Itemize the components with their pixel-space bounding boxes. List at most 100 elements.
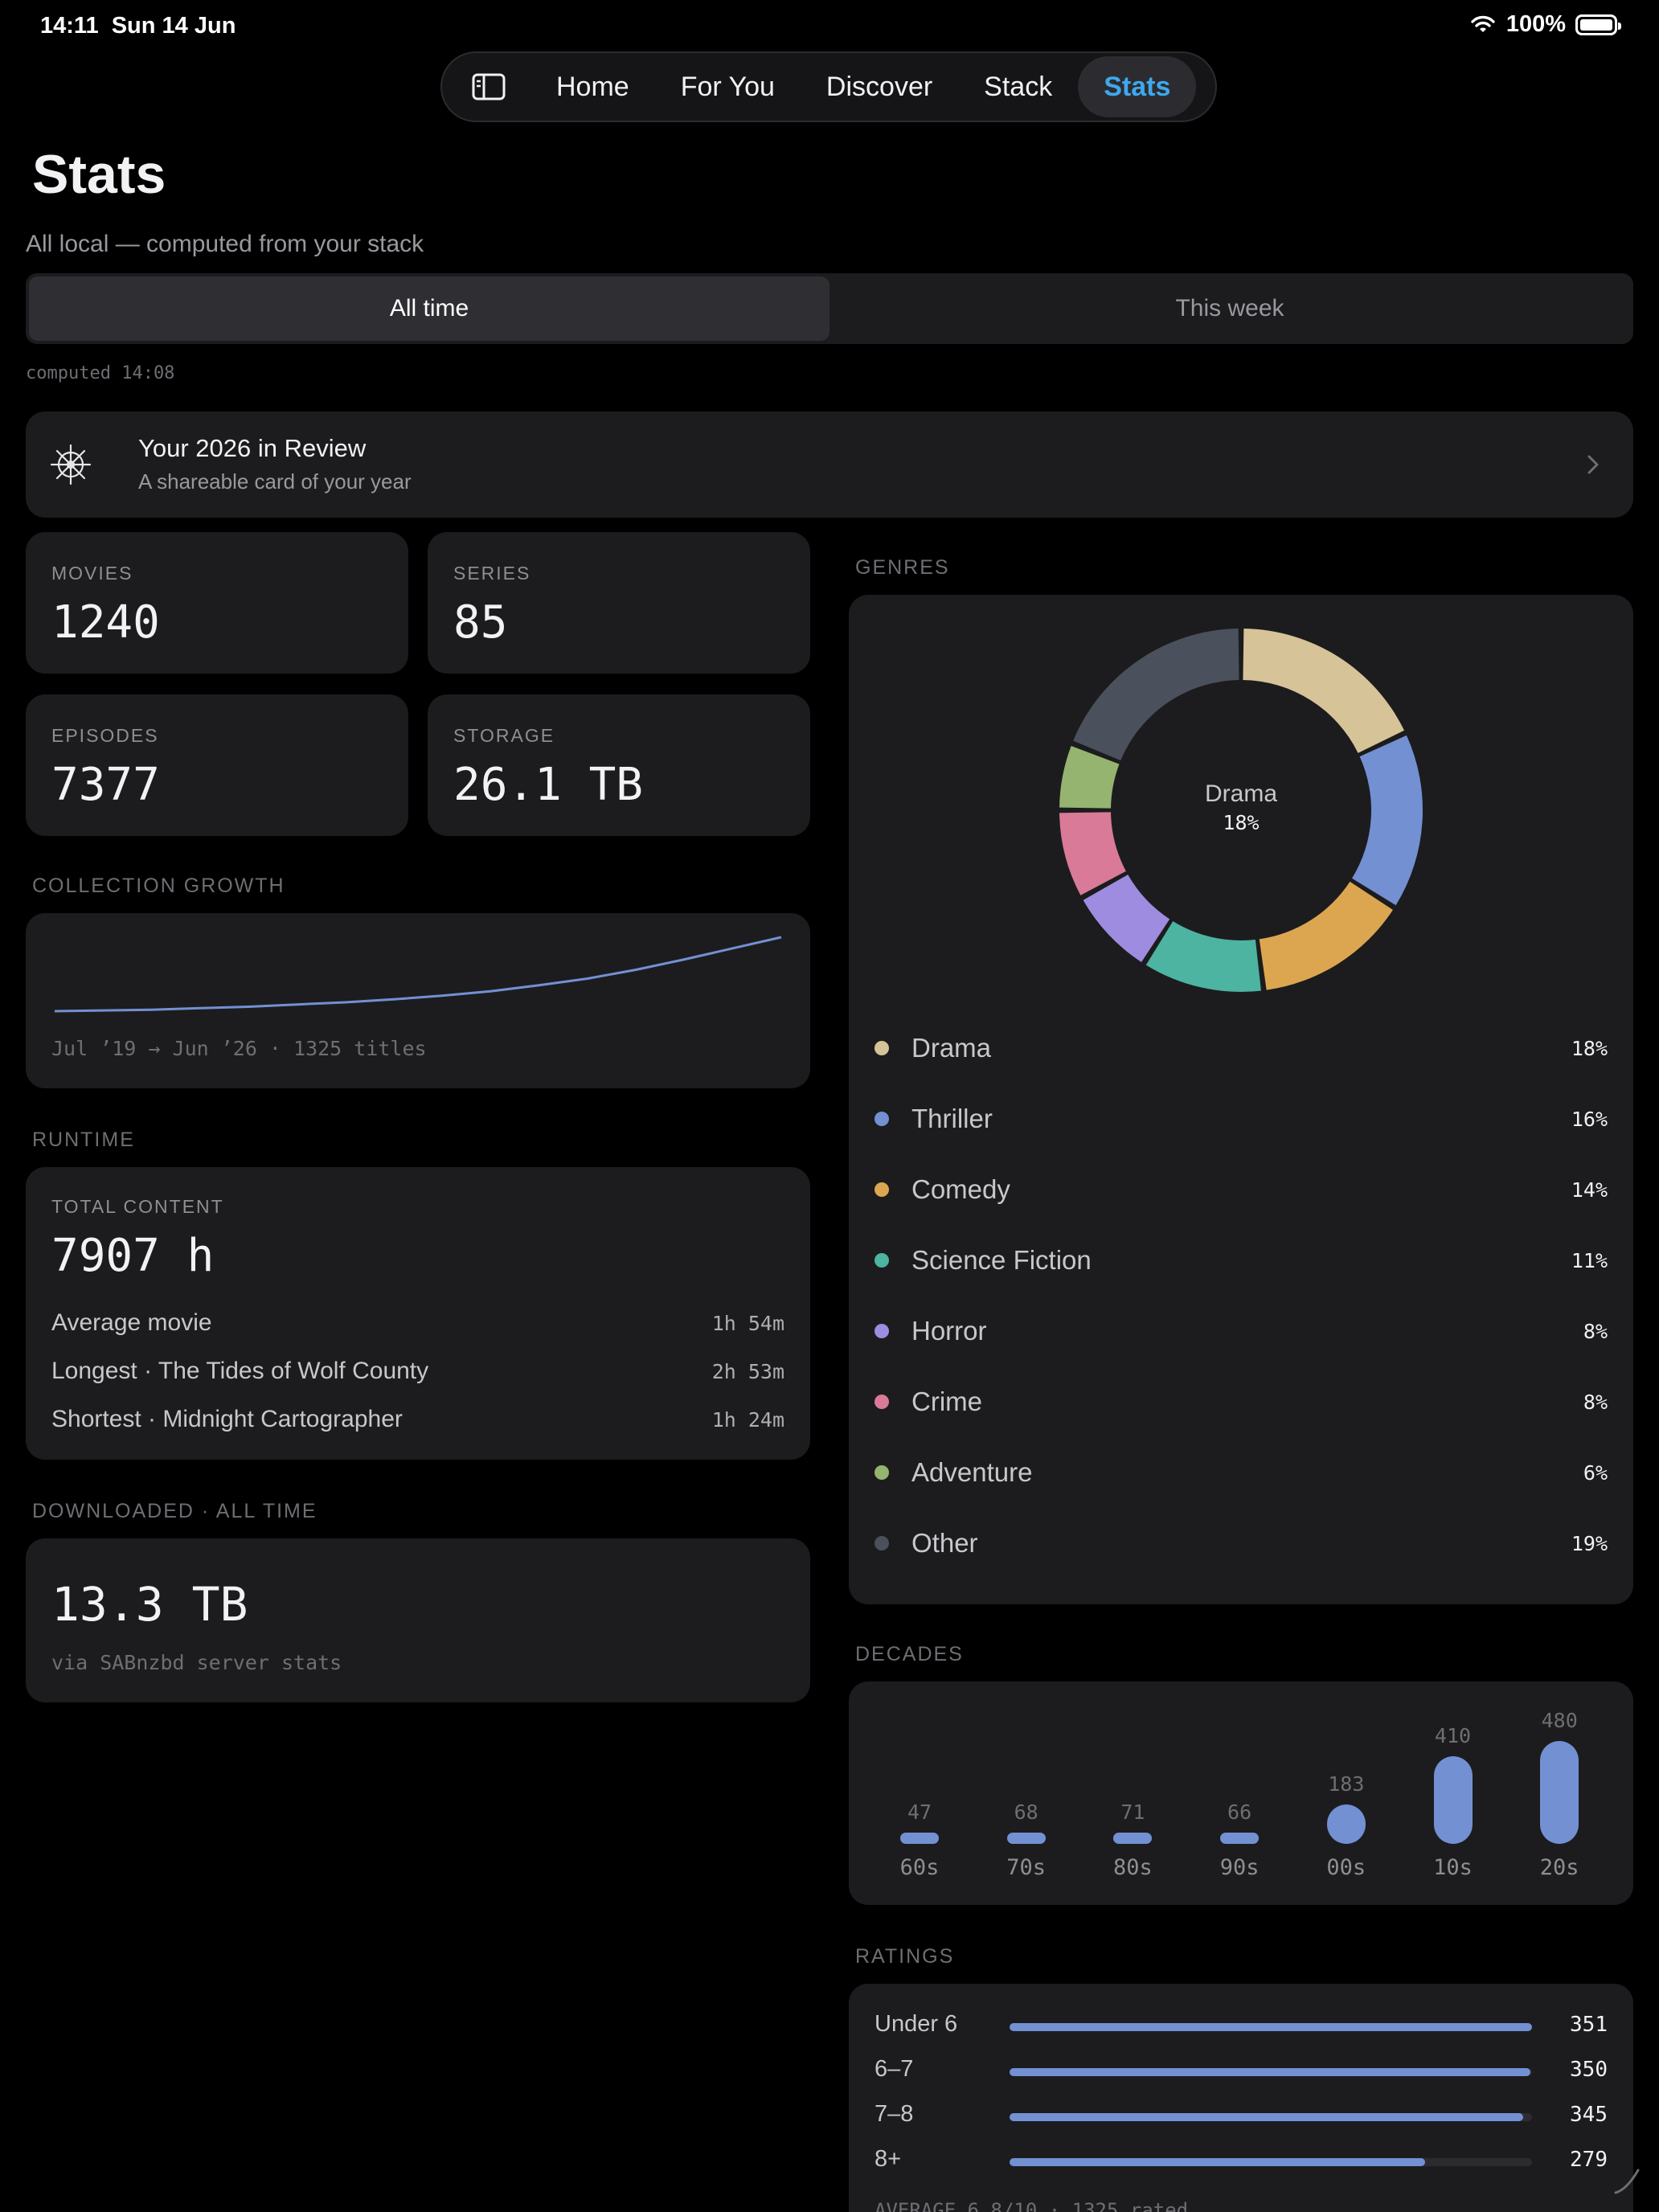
donut-slice-crime[interactable] xyxy=(1059,812,1126,895)
decade-column[interactable]: 47 60s xyxy=(875,1682,964,1905)
year-in-review-card[interactable]: Your 2026 in Review A shareable card of … xyxy=(26,412,1633,518)
decade-column[interactable]: 66 90s xyxy=(1195,1682,1284,1905)
time-range-segmented-control: All time This week xyxy=(26,273,1633,344)
genre-legend-item[interactable]: Other 19% xyxy=(875,1521,1608,1566)
decade-bar xyxy=(900,1833,939,1844)
decade-label: 80s xyxy=(1113,1855,1153,1880)
decade-column[interactable]: 480 20s xyxy=(1515,1682,1604,1905)
computed-timestamp: computed 14:08 xyxy=(26,363,175,383)
stat-label: EPISODES xyxy=(51,725,159,746)
legend-dot-icon xyxy=(875,1253,889,1268)
decade-label: 00s xyxy=(1326,1855,1366,1880)
rating-row[interactable]: 6–7 350 xyxy=(875,2054,1608,2087)
battery-icon xyxy=(1575,14,1621,35)
decade-count: 183 xyxy=(1328,1772,1365,1796)
rating-bar-track xyxy=(1010,2113,1532,2121)
decade-label: 90s xyxy=(1219,1855,1260,1880)
genre-legend-item[interactable]: Science Fiction 11% xyxy=(875,1238,1608,1283)
decade-bar xyxy=(1220,1833,1260,1844)
runtime-total: 7907 h xyxy=(51,1230,215,1282)
genre-percent: 6% xyxy=(1583,1460,1608,1485)
donut-slice-comedy[interactable] xyxy=(1259,881,1393,990)
genre-name: Other xyxy=(911,1528,978,1558)
page-subtitle: All local — computed from your stack xyxy=(26,231,424,257)
genre-legend-item[interactable]: Comedy 14% xyxy=(875,1167,1608,1212)
rating-bar-track xyxy=(1010,2023,1532,2031)
stat-label: SERIES xyxy=(453,563,531,584)
rating-count: 279 xyxy=(1570,2148,1608,2172)
runtime-heading: RUNTIME xyxy=(32,1129,135,1151)
downloaded-heading: DOWNLOADED · ALL TIME xyxy=(32,1500,317,1522)
rating-count: 350 xyxy=(1570,2058,1608,2082)
tab-stats[interactable]: Stats xyxy=(1078,56,1197,117)
segment-all-time[interactable]: All time xyxy=(29,276,830,341)
legend-dot-icon xyxy=(875,1465,889,1480)
growth-sparkline xyxy=(54,936,782,1013)
runtime-card: TOTAL CONTENT 7907 h Average movie 1h 54… xyxy=(26,1167,810,1460)
tab-for-you[interactable]: For You xyxy=(680,71,775,102)
donut-center-name: Drama xyxy=(1205,780,1277,807)
genre-legend-item[interactable]: Adventure 6% xyxy=(875,1450,1608,1495)
rating-bar-fill xyxy=(1010,2158,1425,2166)
genre-percent: 16% xyxy=(1571,1107,1608,1131)
genre-percent: 14% xyxy=(1571,1178,1608,1202)
genres-heading: GENRES xyxy=(855,556,950,579)
legend-dot-icon xyxy=(875,1324,889,1338)
genre-name: Horror xyxy=(911,1316,987,1346)
legend-dot-icon xyxy=(875,1536,889,1550)
tab-home[interactable]: Home xyxy=(556,71,629,102)
wifi-icon xyxy=(1471,15,1495,32)
stat-label: MOVIES xyxy=(51,563,133,584)
tab-discover[interactable]: Discover xyxy=(825,71,933,102)
stat-card-storage: STORAGE 26.1 TB xyxy=(428,694,810,836)
rating-count: 345 xyxy=(1570,2103,1608,2127)
rating-label: 7–8 xyxy=(875,2101,914,2127)
ships-wheel-icon xyxy=(50,444,92,485)
genre-name: Crime xyxy=(911,1387,982,1416)
decade-count: 71 xyxy=(1120,1800,1145,1824)
rating-bar-fill xyxy=(1010,2023,1532,2031)
decade-column[interactable]: 68 70s xyxy=(982,1682,1071,1905)
stat-value: 85 xyxy=(453,596,508,649)
donut-slice-science-fiction[interactable] xyxy=(1145,921,1261,992)
decade-column[interactable]: 71 80s xyxy=(1088,1682,1177,1905)
rating-label: Under 6 xyxy=(875,2011,958,2037)
decades-card: 47 60s 68 70s 71 80s 66 90s 183 00s 410 10s 480 20s xyxy=(849,1682,1633,1905)
decade-column[interactable]: 183 00s xyxy=(1302,1682,1391,1905)
donut-slice-adventure[interactable] xyxy=(1059,745,1120,809)
collection-growth-card: Jul ’19 → Jun ’26 · 1325 titles xyxy=(26,913,810,1088)
genre-legend-item[interactable]: Crime 8% xyxy=(875,1379,1608,1424)
donut-slice-other[interactable] xyxy=(1073,629,1239,761)
tab-stack[interactable]: Stack xyxy=(984,71,1053,102)
genre-percent: 8% xyxy=(1583,1319,1608,1343)
downloaded-card: 13.3 TB via SABnzbd server stats xyxy=(26,1538,810,1702)
rating-row[interactable]: 7–8 345 xyxy=(875,2099,1608,2132)
scroll-handle-icon[interactable] xyxy=(1611,2165,1643,2198)
decade-count: 480 xyxy=(1541,1709,1578,1732)
donut-slice-drama[interactable] xyxy=(1243,629,1405,753)
review-subtitle: A shareable card of your year xyxy=(138,469,412,494)
decade-bar xyxy=(1113,1833,1153,1844)
genre-legend-item[interactable]: Drama 18% xyxy=(875,1026,1608,1071)
runtime-row: Average movie 1h 54m xyxy=(51,1309,784,1336)
sidebar-toggle-button[interactable] xyxy=(447,56,530,117)
top-tab-bar: Home For You Discover Stack Stats xyxy=(440,51,1217,122)
genre-legend-item[interactable]: Thriller 16% xyxy=(875,1096,1608,1141)
collection-growth-heading: COLLECTION GROWTH xyxy=(32,875,285,897)
donut-slice-thriller[interactable] xyxy=(1352,735,1423,906)
decade-column[interactable]: 410 10s xyxy=(1409,1682,1497,1905)
chevron-right-icon xyxy=(1587,455,1599,474)
runtime-label: TOTAL CONTENT xyxy=(51,1196,224,1217)
genre-legend-item[interactable]: Horror 8% xyxy=(875,1309,1608,1354)
rating-row[interactable]: 8+ 279 xyxy=(875,2144,1608,2177)
stat-value: 26.1 TB xyxy=(453,759,644,811)
runtime-row: Shortest · Midnight Cartographer 1h 24m xyxy=(51,1406,784,1432)
rating-row[interactable]: Under 6 351 xyxy=(875,2009,1608,2042)
genre-name: Science Fiction xyxy=(911,1245,1092,1275)
rating-label: 8+ xyxy=(875,2146,902,2172)
stat-card-series: SERIES 85 xyxy=(428,532,810,674)
decade-bar xyxy=(1433,1755,1473,1844)
donut-slice-horror[interactable] xyxy=(1083,875,1170,962)
genre-percent: 11% xyxy=(1571,1248,1608,1272)
segment-this-week[interactable]: This week xyxy=(1175,295,1284,322)
